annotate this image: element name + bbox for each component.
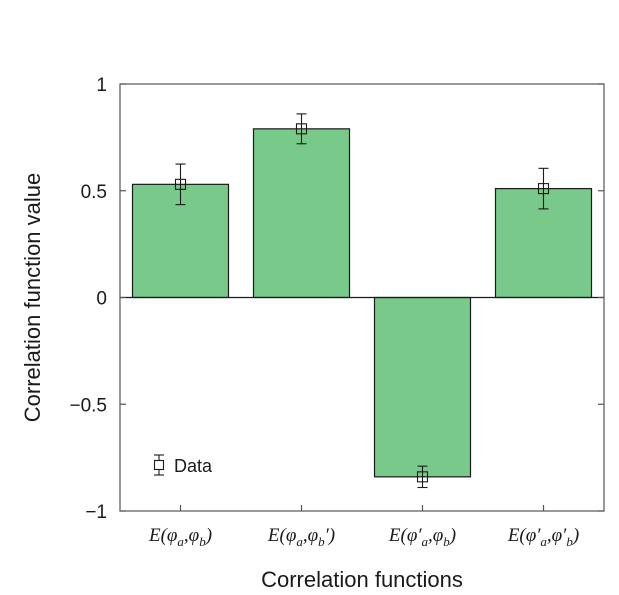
x-axis-categories: E(φa,φb) E(φa,φb′) E(φ′a,φb) E(φ′a,φ′b)	[148, 505, 579, 549]
legend-square-marker	[153, 459, 165, 471]
y-tick-label: 0	[96, 289, 107, 310]
error-bars-layer	[174, 113, 550, 489]
x-category-label-3: E(φ′a,φb)	[388, 525, 456, 549]
bar-3	[373, 296, 472, 478]
y-axis-ticks: 1 0.5 0 −0.5 −1	[69, 75, 604, 523]
data-point-1	[174, 178, 187, 190]
y-tick-label: −1	[85, 502, 107, 523]
legend: Data	[153, 454, 213, 476]
legend-label: Data	[174, 456, 213, 476]
x-category-label-4: E(φ′a,φ′b)	[507, 525, 579, 549]
bar-2	[252, 128, 351, 299]
data-point-2	[295, 123, 308, 135]
x-axis-title: Correlation functions	[261, 567, 463, 592]
x-category-label-1: E(φa,φb)	[148, 525, 212, 549]
y-tick-label: −0.5	[69, 395, 107, 416]
x-category-label-2: E(φa,φb′)	[267, 525, 335, 549]
y-tick-label: 1	[96, 75, 107, 96]
y-tick-label: 0.5	[81, 182, 107, 203]
data-point-3	[416, 471, 429, 483]
bars-layer	[131, 128, 593, 478]
y-axis-title: Correlation function value	[20, 173, 45, 422]
data-point-4	[537, 183, 550, 195]
